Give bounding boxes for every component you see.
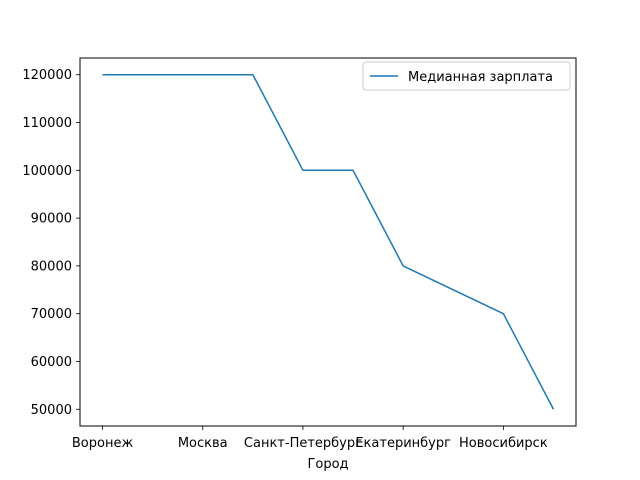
x-axis: Воронеж Москва Санкт-ПетербургЕкатеринбург…	[72, 426, 548, 451]
series-line-0	[102, 73, 555, 410]
y-tick-label: 50000	[31, 403, 72, 418]
x-tick-label: Воронеж	[72, 436, 134, 451]
y-tick-label: 120000	[22, 68, 72, 83]
x-tick-label: Новосибирск	[459, 436, 548, 451]
series-layer	[102, 73, 555, 410]
axes-frame	[79, 57, 577, 427]
legend-label: Медианная зарплата	[408, 70, 553, 85]
y-tick-label: 90000	[31, 212, 72, 227]
y-tick-label: 110000	[22, 116, 72, 131]
x-tick-label: Екатеринбург	[355, 436, 451, 451]
x-tick-label: Москва	[178, 436, 228, 451]
legend: Медианная зарплата	[362, 61, 571, 91]
y-tick-label: 60000	[31, 355, 72, 370]
y-tick-label: 70000	[31, 307, 72, 322]
y-axis: 50000 60000 70000 80000 90000 100000 110000 120…	[22, 68, 80, 418]
legend-box	[362, 61, 571, 91]
x-axis-label: Город	[307, 457, 348, 472]
y-tick-label: 100000	[22, 164, 72, 179]
y-tick-label: 80000	[31, 259, 72, 274]
x-tick-label: Санкт-Петербург	[244, 436, 362, 451]
